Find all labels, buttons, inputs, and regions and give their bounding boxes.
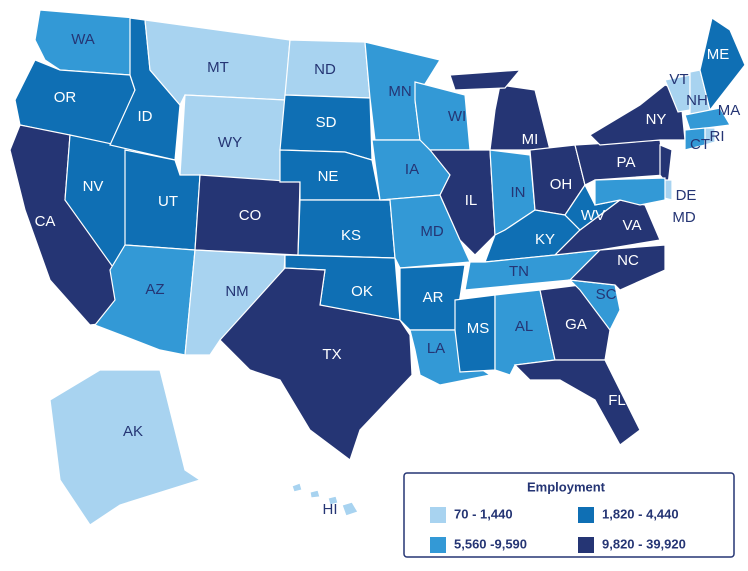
state-shape [309, 489, 321, 499]
state-label: MT [207, 59, 229, 76]
legend-swatch [430, 507, 446, 523]
state-label: OR [54, 89, 77, 106]
state-label: UT [158, 193, 178, 210]
legend-label: 5,560 -9,590 [454, 536, 527, 551]
legend-title: Employment [527, 479, 606, 494]
state-label: NC [617, 252, 639, 269]
state-shape [449, 69, 522, 91]
state-label: WY [218, 134, 242, 151]
legend-swatch [578, 507, 594, 523]
state-label: NM [225, 283, 248, 300]
legend-swatch [430, 537, 446, 553]
state-label: SD [316, 114, 337, 131]
state-label: AL [515, 318, 533, 335]
state-label: RI [710, 128, 725, 145]
state-label: MD [420, 223, 443, 240]
state-shape [704, 127, 716, 146]
state-shape [219, 267, 413, 461]
state-label: NY [646, 111, 667, 128]
state-shape [327, 495, 339, 506]
state-label: IA [405, 161, 419, 178]
state-label: CO [239, 207, 262, 224]
state-shape [49, 369, 202, 526]
state-shape [594, 177, 666, 206]
state-label: SC [596, 286, 617, 303]
state-label: VA [623, 217, 642, 234]
state-label: TX [322, 346, 341, 363]
state-label: FL [608, 392, 626, 409]
state-label: HI [323, 501, 338, 518]
state-label: WA [71, 31, 95, 48]
state-shape [341, 501, 359, 517]
state-label: VT [669, 71, 688, 88]
state-label: MA [718, 102, 741, 119]
state-label: NE [318, 168, 339, 185]
state-label: GA [565, 316, 587, 333]
legend-swatch [578, 537, 594, 553]
state-shape [699, 17, 746, 112]
state-label: ME [707, 46, 730, 63]
state-label: OH [550, 176, 573, 193]
state-label: WI [448, 108, 466, 125]
state-label: NV [83, 178, 104, 195]
state-label: NH [686, 92, 708, 109]
state-label: KY [535, 231, 555, 248]
state-label: WV [581, 207, 605, 224]
state-label: KS [341, 227, 361, 244]
state-label: AK [123, 423, 143, 440]
state-label: CT [690, 136, 710, 153]
state-label: IN [511, 184, 526, 201]
legend-label: 9,820 - 39,920 [602, 536, 686, 551]
state-label: ID [138, 108, 153, 125]
state-shape [684, 107, 731, 131]
state-label: LA [427, 340, 445, 357]
state-shape [489, 84, 551, 151]
state-label: CA [35, 213, 56, 230]
state-label: MI [522, 131, 539, 148]
legend-box [403, 472, 735, 558]
state-shape [589, 84, 686, 146]
state-label: DE [676, 187, 697, 204]
state-label: OK [351, 283, 373, 300]
state-label: AZ [145, 281, 164, 298]
state-shape [454, 294, 496, 373]
state-label: AR [423, 289, 444, 306]
state-label: MS [467, 320, 490, 337]
state-label: TN [509, 263, 529, 280]
state-shape [291, 482, 303, 493]
state-label: MD [672, 209, 695, 226]
legend-label: 1,820 - 4,440 [602, 506, 679, 521]
legend-label: 70 - 1,440 [454, 506, 513, 521]
state-label: IL [465, 192, 478, 209]
state-label: ND [314, 61, 336, 78]
state-label: PA [617, 154, 636, 171]
state-shape [513, 359, 641, 446]
state-label: MN [388, 83, 411, 100]
state-label: NJ [681, 159, 699, 176]
